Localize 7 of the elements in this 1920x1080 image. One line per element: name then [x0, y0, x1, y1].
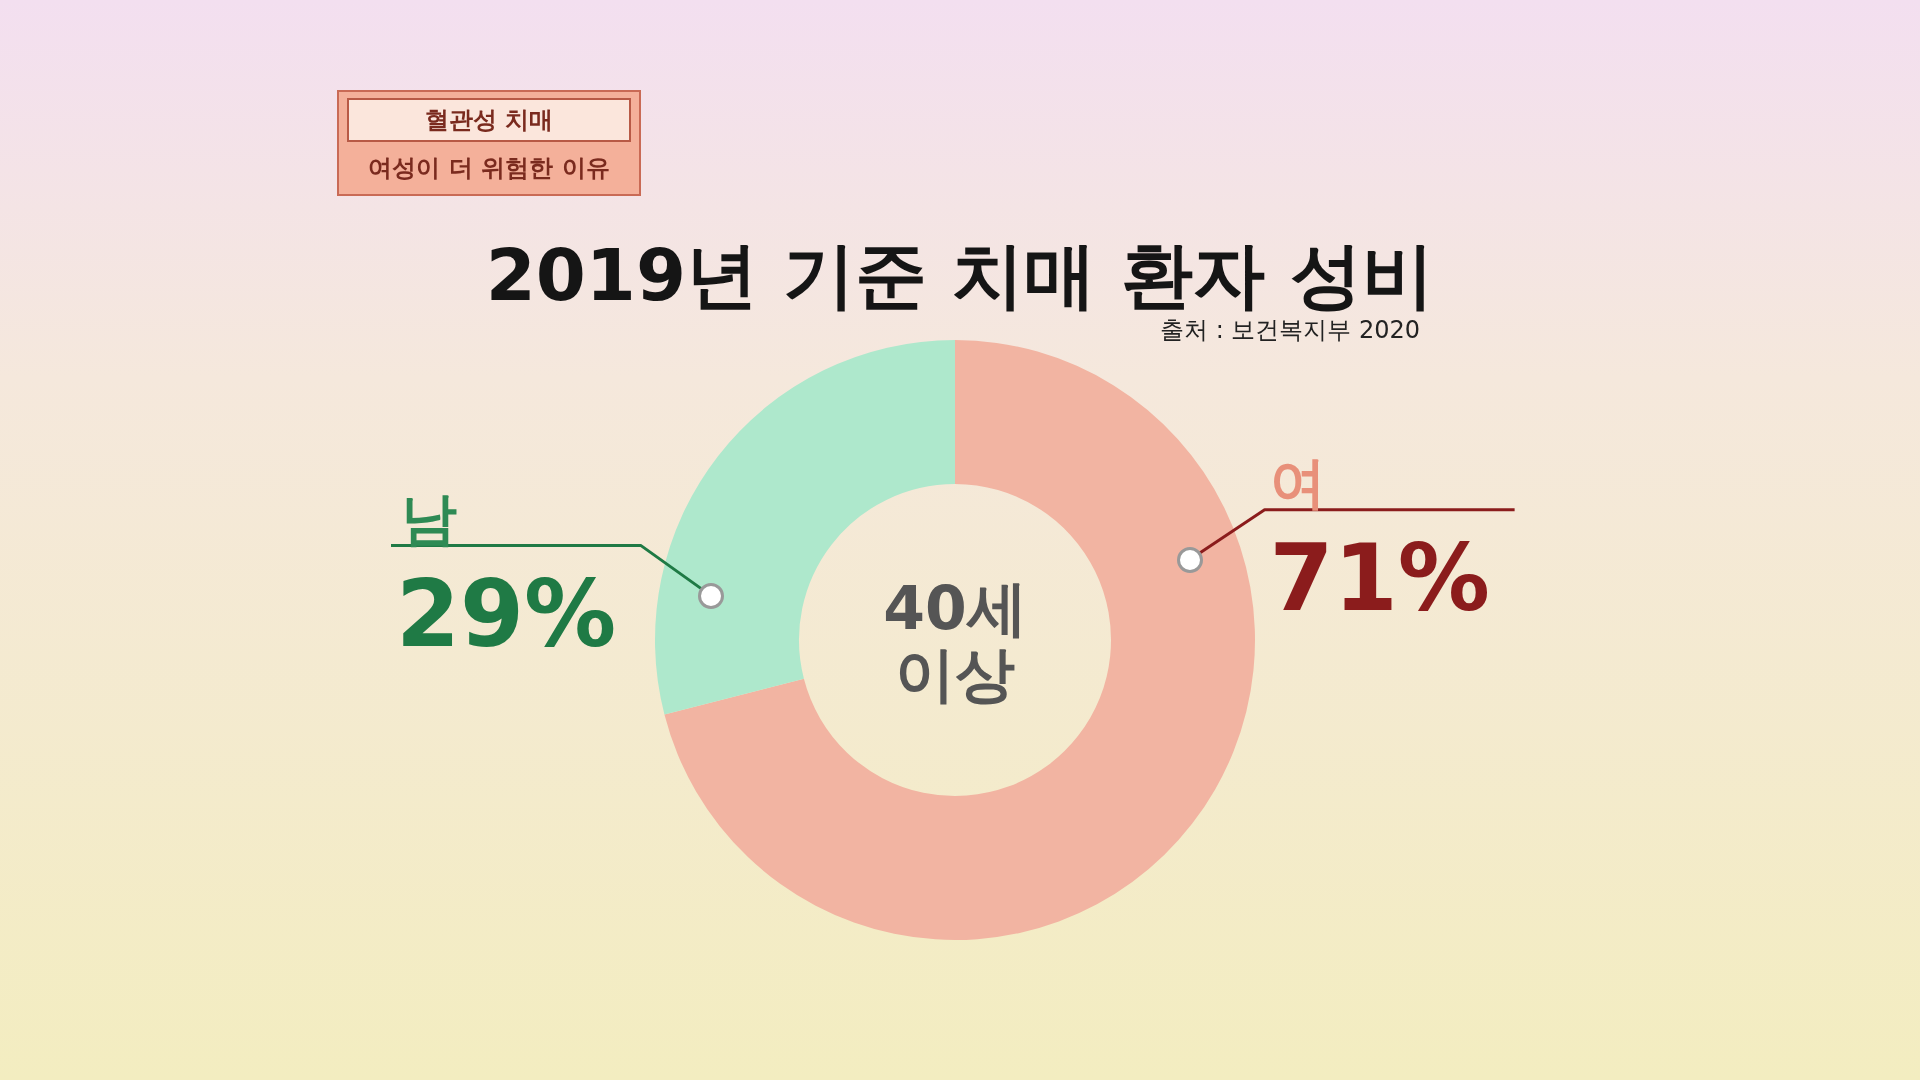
text: 40세 이상: [882, 573, 1028, 709]
text: 여성이 더 위험한 이유: [367, 153, 611, 184]
text: 혈관성 치매: [347, 98, 631, 142]
data-label: 29%: [396, 560, 617, 668]
slice-label: 남: [401, 485, 458, 551]
data-label: 71%: [1269, 524, 1490, 632]
slice-label: 여: [1269, 449, 1326, 515]
